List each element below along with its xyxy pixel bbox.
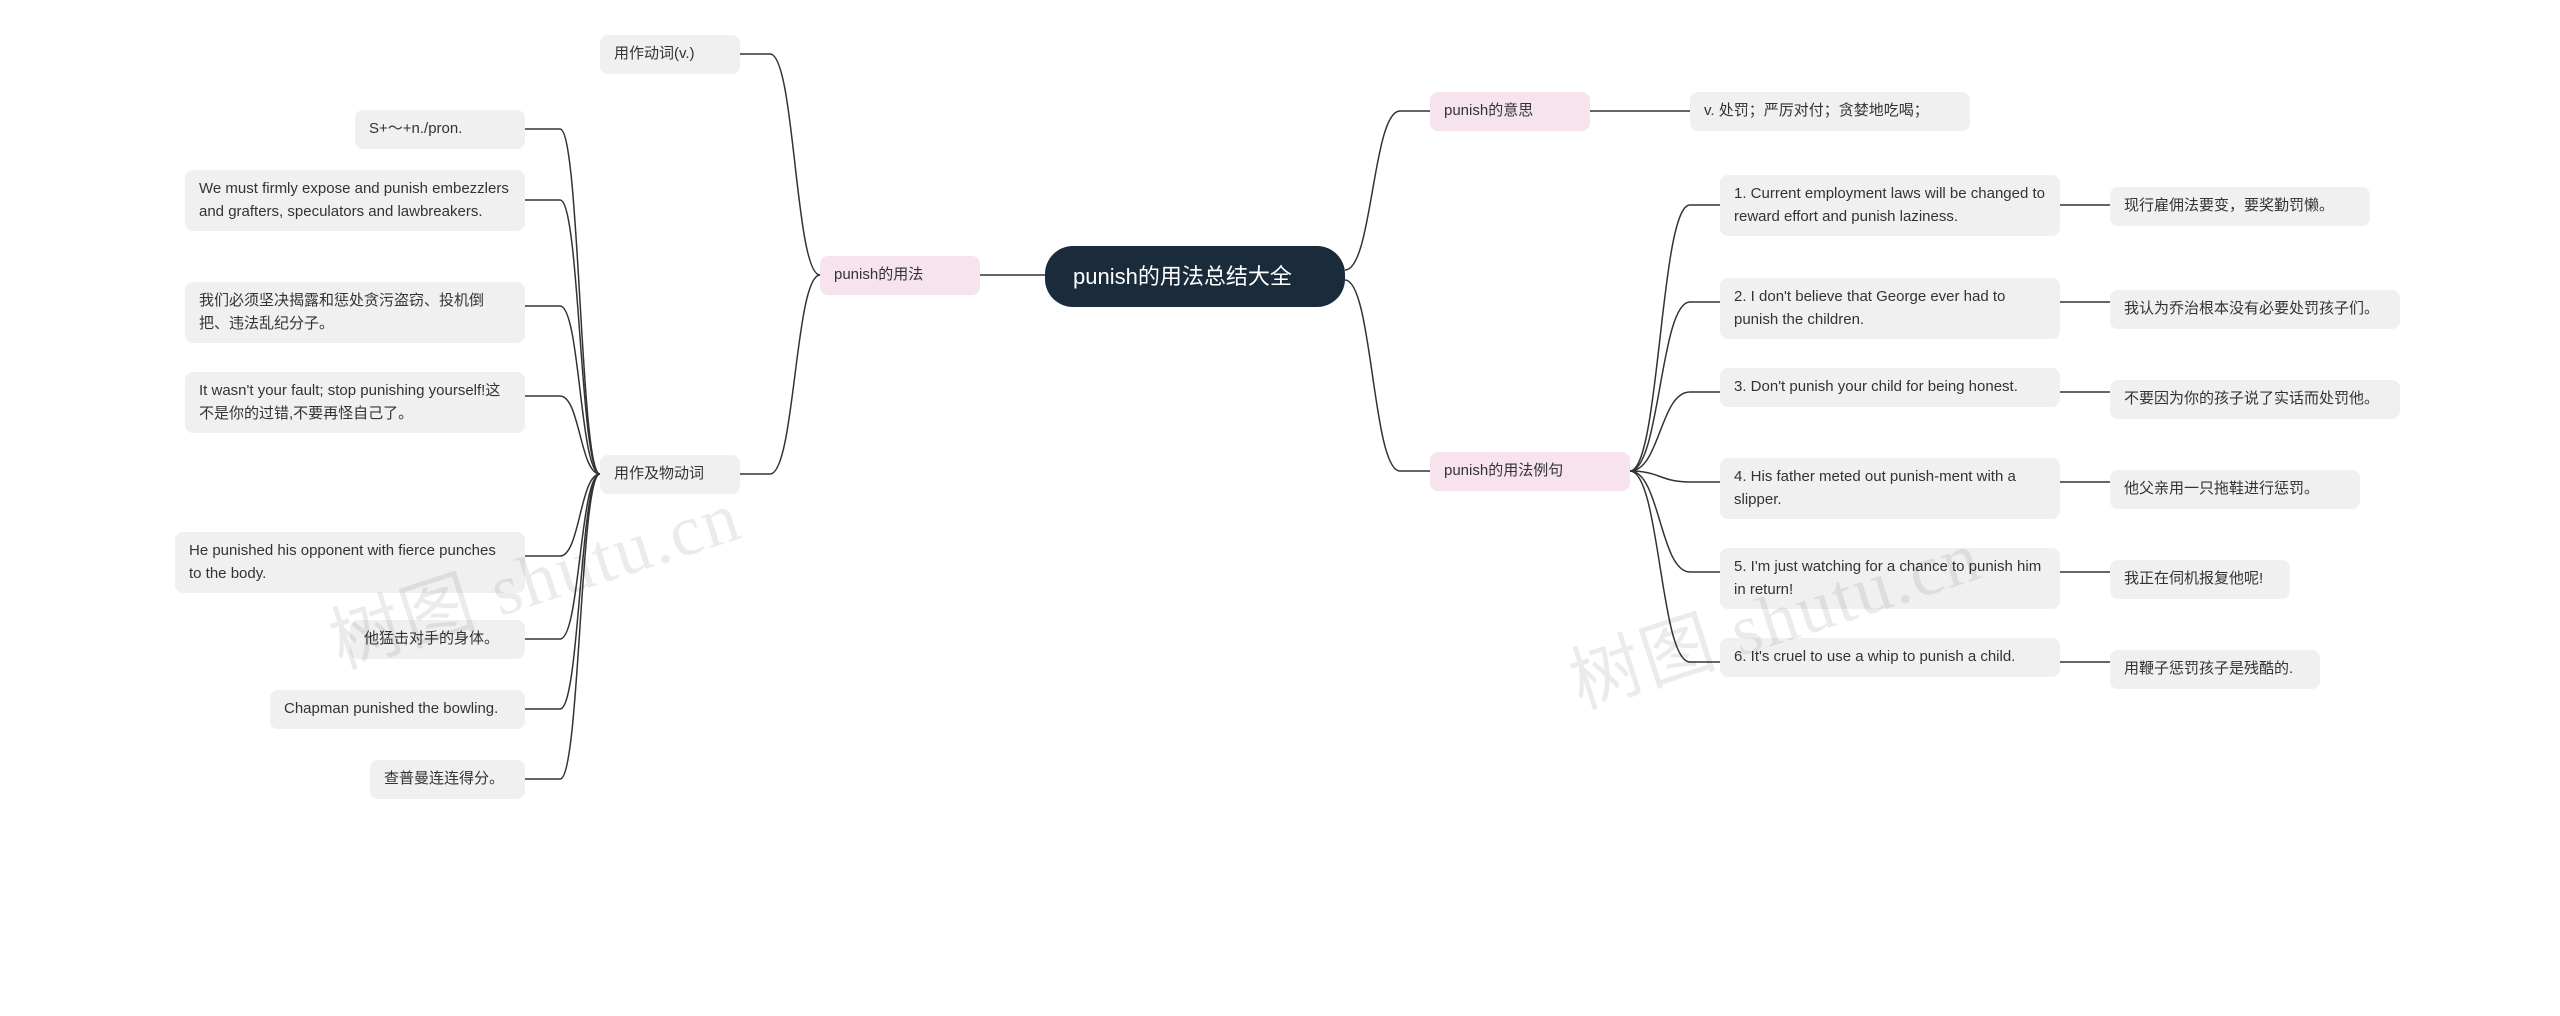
node-l4: It wasn't your fault; stop punishing you… xyxy=(185,372,525,433)
edge xyxy=(1630,392,1720,471)
edge xyxy=(525,200,600,474)
node-e5: 5. I'm just watching for a chance to pun… xyxy=(1720,548,2060,609)
node-l2: We must firmly expose and punish embezzl… xyxy=(185,170,525,231)
node-l1: S+～+n./pron. xyxy=(355,110,525,149)
node-trans_label: 用作及物动词 xyxy=(600,455,740,494)
edge xyxy=(525,474,600,639)
edge xyxy=(740,275,820,474)
edge xyxy=(525,474,600,709)
edge xyxy=(525,129,600,474)
edge xyxy=(1345,111,1430,270)
node-l7: Chapman punished the bowling. xyxy=(270,690,525,729)
node-l5: He punished his opponent with fierce pun… xyxy=(175,532,525,593)
node-e4: 4. His father meted out punish-ment with… xyxy=(1720,458,2060,519)
edge xyxy=(1630,302,1720,471)
edge xyxy=(1630,471,1720,662)
edge xyxy=(525,306,600,474)
edge xyxy=(1345,280,1430,471)
node-e2t: 我认为乔治根本没有必要处罚孩子们。 xyxy=(2110,290,2400,329)
node-e6: 6. It's cruel to use a whip to punish a … xyxy=(1720,638,2060,677)
node-e3: 3. Don't punish your child for being hon… xyxy=(1720,368,2060,407)
node-e1t: 现行雇佣法要变，要奖勤罚懒。 xyxy=(2110,187,2370,226)
node-l8: 查普曼连连得分。 xyxy=(370,760,525,799)
edge xyxy=(1630,205,1720,471)
node-meaning_def: v. 处罚；严厉对付；贪婪地吃喝； xyxy=(1690,92,1970,131)
node-e3t: 不要因为你的孩子说了实话而处罚他。 xyxy=(2110,380,2400,419)
edge xyxy=(1630,471,1720,482)
node-l3: 我们必须坚决揭露和惩处贪污盗窃、投机倒把、违法乱纪分子。 xyxy=(185,282,525,343)
node-examples: punish的用法例句 xyxy=(1430,452,1630,491)
edge xyxy=(525,474,600,779)
node-verb_label: 用作动词(v.) xyxy=(600,35,740,74)
edge xyxy=(1630,471,1720,572)
node-e4t: 他父亲用一只拖鞋进行惩罚。 xyxy=(2110,470,2360,509)
node-meaning: punish的意思 xyxy=(1430,92,1590,131)
node-e5t: 我正在伺机报复他呢! xyxy=(2110,560,2290,599)
node-usage: punish的用法 xyxy=(820,256,980,295)
node-l6: 他猛击对手的身体。 xyxy=(350,620,525,659)
node-e1: 1. Current employment laws will be chang… xyxy=(1720,175,2060,236)
edge xyxy=(740,54,820,275)
edge xyxy=(525,396,600,474)
node-e6t: 用鞭子惩罚孩子是残酷的. xyxy=(2110,650,2320,689)
root-node: punish的用法总结大全 xyxy=(1045,246,1345,307)
edge xyxy=(525,474,600,556)
watermark: 树图 shutu.cn xyxy=(1554,497,1992,728)
node-e2: 2. I don't believe that George ever had … xyxy=(1720,278,2060,339)
